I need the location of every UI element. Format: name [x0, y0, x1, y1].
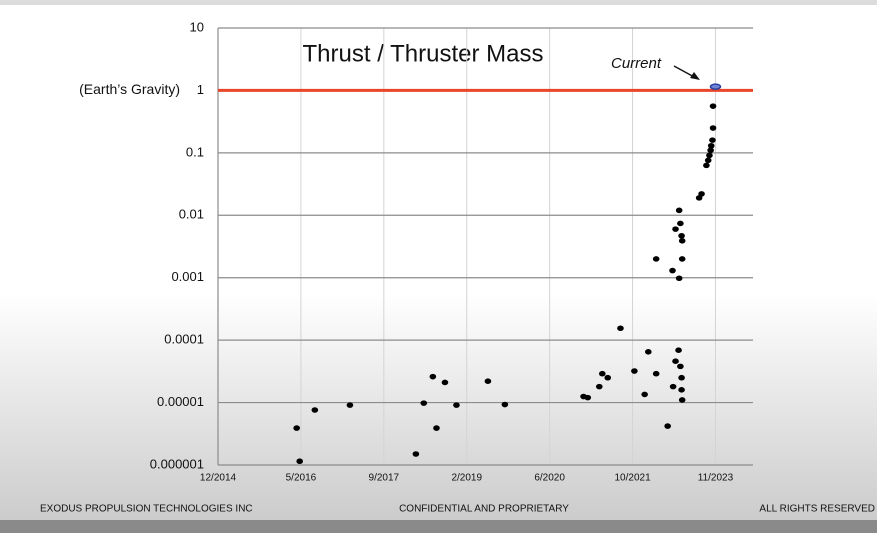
y-tick-label: 1	[197, 82, 204, 97]
x-tick-label: 10/2021	[614, 473, 651, 484]
point	[678, 387, 685, 393]
point	[678, 397, 686, 403]
point	[346, 402, 354, 408]
current-label: Current	[611, 55, 662, 72]
current-point	[709, 83, 722, 90]
footer-text: ALL RIGHTS RESERVED	[759, 504, 875, 515]
x-tick-label: 11/2023	[698, 473, 734, 484]
x-tick-label: 2/2019	[451, 473, 482, 484]
y-tick-label: 0.0001	[164, 332, 204, 347]
point	[652, 370, 660, 377]
point	[604, 374, 612, 381]
point	[595, 383, 603, 390]
y-tick-label: 0.00001	[157, 394, 204, 409]
point	[707, 147, 714, 154]
point	[453, 402, 460, 408]
point	[296, 458, 304, 465]
point	[698, 191, 705, 197]
y-tick-label: 0.01	[179, 207, 204, 222]
point	[429, 373, 437, 380]
point	[631, 368, 638, 374]
point	[709, 103, 717, 109]
point	[441, 379, 449, 386]
point	[678, 232, 685, 239]
y-tick-label: 0.001	[171, 269, 204, 284]
point	[641, 391, 648, 398]
point	[704, 157, 712, 164]
point	[412, 451, 420, 457]
point	[678, 256, 686, 262]
point	[501, 401, 509, 408]
y-tick-label: 0.000001	[150, 456, 204, 471]
point	[675, 275, 683, 282]
x-tick-label: 9/2017	[369, 473, 400, 484]
point	[664, 423, 671, 429]
point	[707, 142, 715, 149]
chart-title: Thrust / Thruster Mass	[303, 40, 544, 67]
y-tick-label: 10	[190, 19, 204, 34]
point	[678, 238, 686, 244]
point	[484, 378, 492, 384]
point	[599, 370, 606, 377]
point	[669, 383, 677, 390]
point	[675, 347, 682, 354]
point	[420, 400, 428, 406]
point	[675, 207, 683, 214]
footer-text: CONFIDENTIAL AND PROPRIETARY	[399, 504, 569, 515]
point	[709, 137, 716, 143]
point	[709, 125, 717, 131]
x-tick-label: 5/2016	[286, 473, 317, 484]
reference-label: (Earth’s Gravity)	[79, 81, 180, 97]
point	[311, 407, 319, 413]
footer-text: EXODUS PROPULSION TECHNOLOGIES INC	[40, 504, 253, 515]
point	[672, 226, 679, 232]
point	[617, 325, 624, 332]
point	[672, 358, 679, 364]
bottom-band	[0, 520, 877, 533]
point	[584, 394, 592, 401]
point	[669, 267, 676, 274]
point	[706, 152, 713, 159]
point	[433, 425, 440, 431]
y-tick-label: 0.1	[186, 144, 204, 159]
point	[293, 425, 300, 431]
current-arrowhead	[690, 72, 700, 80]
point	[644, 349, 652, 355]
x-tick-label: 12/2014	[200, 473, 237, 484]
point	[677, 220, 684, 227]
top-band	[0, 0, 877, 5]
point	[652, 256, 660, 262]
x-tick-label: 6/2020	[534, 473, 565, 484]
point	[703, 162, 710, 169]
point	[678, 374, 685, 381]
point	[677, 363, 684, 370]
